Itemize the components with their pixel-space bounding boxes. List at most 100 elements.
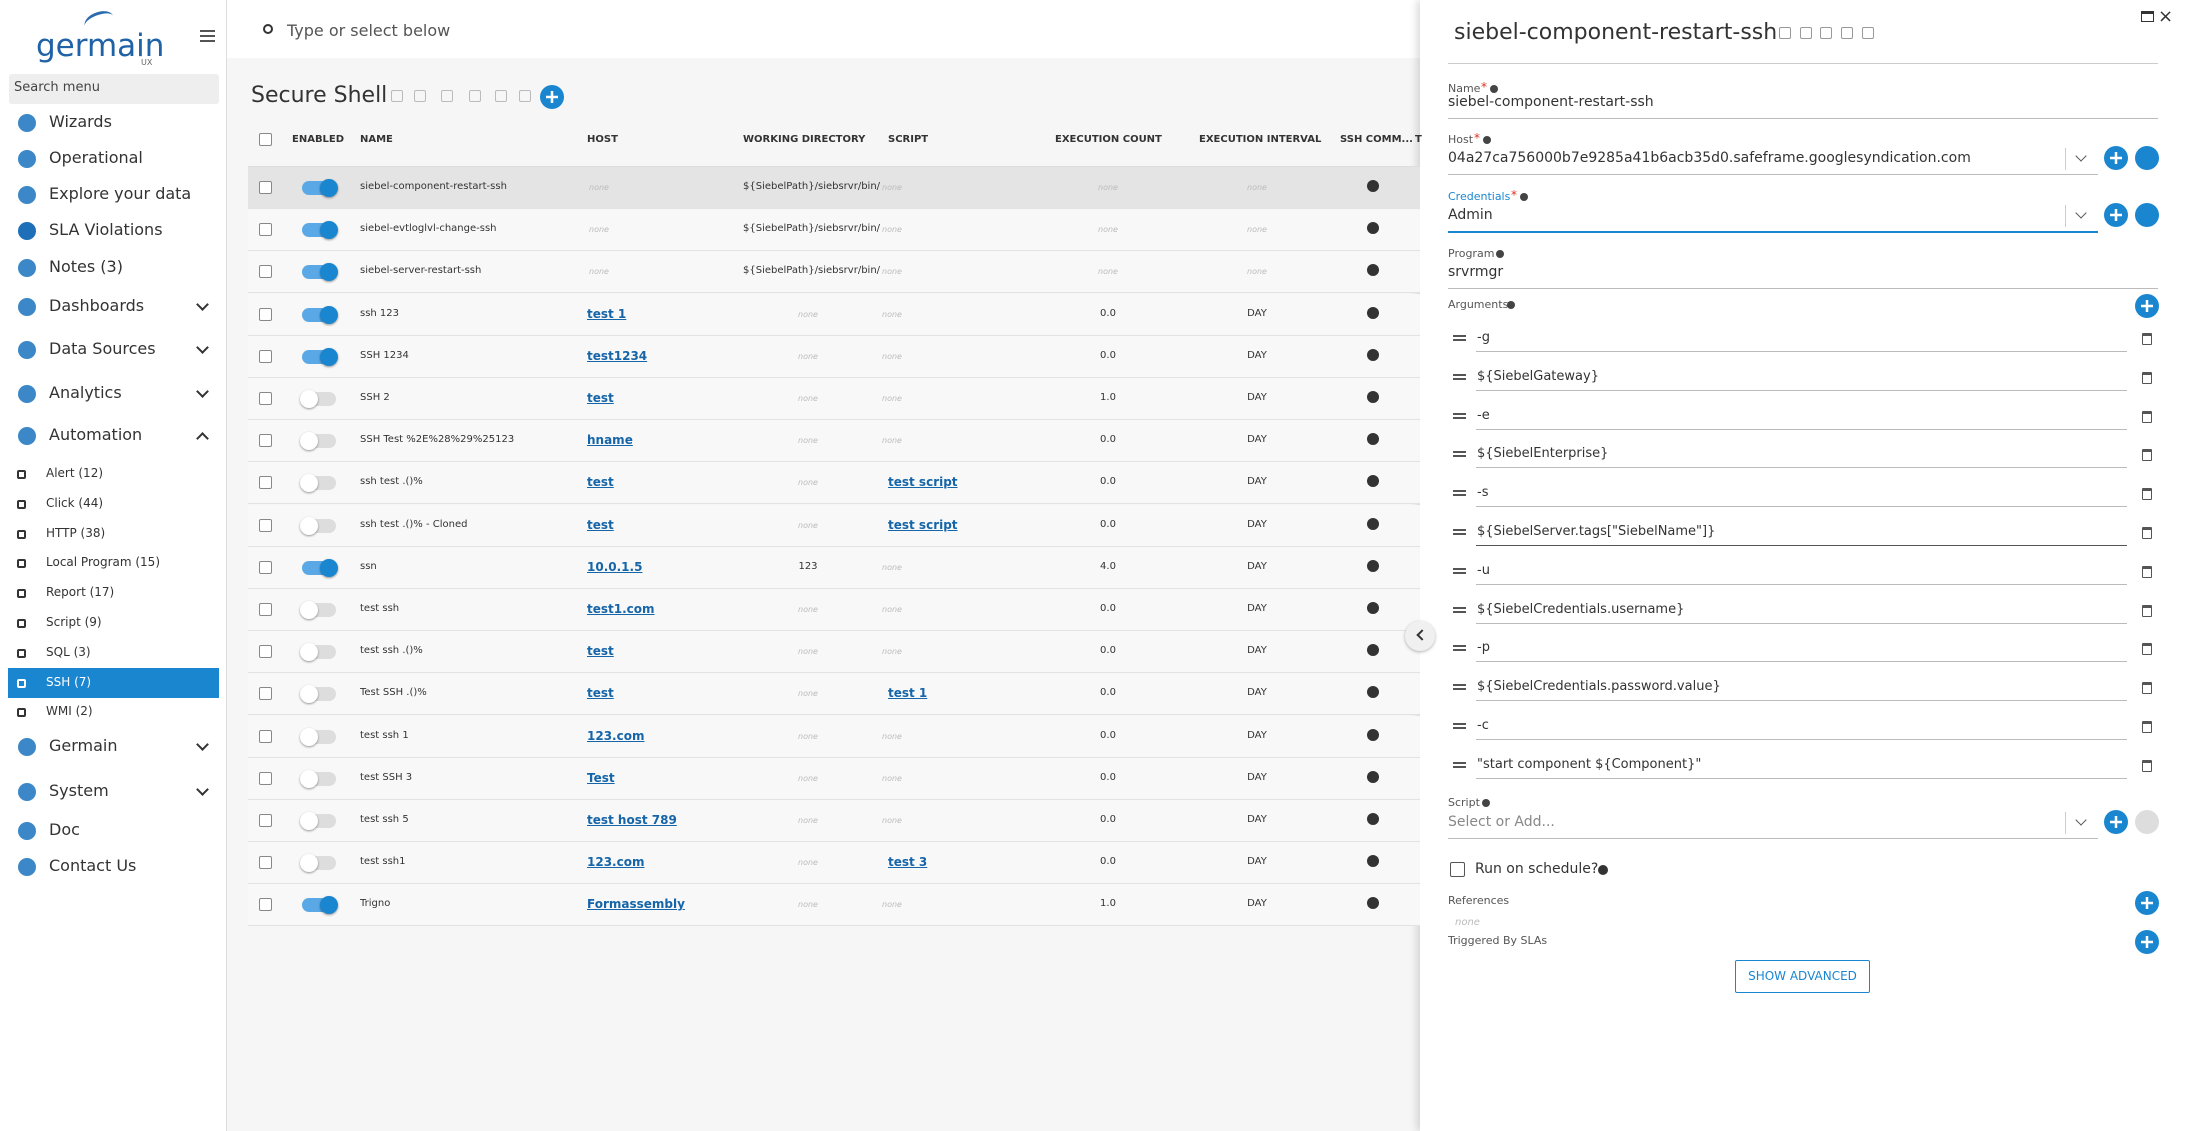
table-row[interactable] [248,589,1420,631]
menu-item[interactable]: Contact Us [49,856,137,875]
toolbar-icon[interactable] [414,90,426,102]
table-link[interactable]: 123.com [587,728,645,743]
field-value[interactable]: Admin [1448,207,1493,223]
table-row[interactable] [248,167,1420,209]
add-button[interactable] [2104,146,2128,170]
argument-value[interactable]: ${SiebelEnterprise} [1477,446,1609,462]
row-checkbox[interactable] [259,771,272,785]
table-row[interactable] [248,800,1420,842]
argument-value[interactable]: ${SiebelServer.tags["SiebelName"]} [1477,524,1716,539]
menu-item[interactable]: Dashboards [49,296,145,315]
table-row[interactable] [248,209,1420,252]
add-button[interactable] [540,85,564,109]
delete-argument[interactable] [2142,333,2152,345]
table-link[interactable]: 10.0.1.5 [587,559,643,574]
menu-item[interactable]: SLA Violations [49,220,163,239]
column-header[interactable]: SCRIPT [888,134,929,145]
row-checkbox[interactable] [259,518,272,532]
table-row[interactable] [248,715,1420,758]
table-row[interactable] [248,462,1420,505]
delete-argument[interactable] [2142,527,2152,539]
delete-argument[interactable] [2142,643,2152,656]
table-row[interactable] [248,631,1420,674]
submenu-item[interactable]: Alert (12) [46,466,104,480]
table-link[interactable]: Test [587,770,615,785]
menu-item[interactable]: System [49,781,109,800]
menu-item[interactable]: Notes (3) [49,257,123,276]
field-value[interactable]: siebel-component-restart-ssh [1448,94,1654,110]
drag-handle[interactable] [1453,684,1466,691]
argument-value[interactable]: -u [1477,562,1490,578]
table-row[interactable] [248,251,1420,294]
delete-argument[interactable] [2142,682,2152,695]
drag-handle[interactable] [1453,761,1466,768]
table-link[interactable]: test 1 [587,306,627,321]
add-button[interactable] [2104,810,2128,834]
close-button[interactable]: × [2158,6,2174,27]
table-link[interactable]: 123.com [587,855,645,870]
menu-item[interactable]: Automation [49,425,143,444]
menu-item[interactable]: Analytics [49,383,122,402]
table-row[interactable] [248,378,1420,420]
row-checkbox[interactable] [259,898,272,912]
row-checkbox[interactable] [259,814,272,827]
panel-action[interactable] [1779,27,1791,39]
drag-handle[interactable] [1453,606,1466,613]
drag-handle[interactable] [1453,412,1466,419]
submenu-item[interactable]: Report (17) [46,585,115,600]
row-checkbox[interactable] [259,560,272,574]
argument-value[interactable]: ${SiebelCredentials.password.value} [1477,679,1721,695]
toolbar-icon[interactable] [441,90,453,102]
argument-value[interactable]: -s [1477,485,1489,501]
drag-handle[interactable] [1453,567,1466,574]
column-header[interactable]: EXECUTION COUNT [1055,134,1162,145]
menu-item[interactable]: Germain [49,736,118,755]
column-header[interactable]: HOST [587,134,618,145]
row-checkbox[interactable] [259,307,272,321]
menu-item[interactable]: Doc [49,820,80,839]
table-link[interactable]: test1234 [587,348,648,363]
submenu-item[interactable]: Local Program (15) [46,555,160,570]
argument-value[interactable]: -c [1477,718,1489,733]
drag-handle[interactable] [1453,335,1466,341]
table-link[interactable]: test 3 [888,855,928,870]
row-checkbox[interactable] [259,687,272,701]
delete-argument[interactable] [2142,604,2152,617]
window-button[interactable] [2141,11,2154,22]
drag-handle[interactable] [1453,645,1466,652]
table-row[interactable] [248,757,1420,800]
toolbar-icon[interactable] [469,90,481,102]
table-row[interactable] [248,546,1420,589]
field-value[interactable]: 04a27ca756000b7e9285a41b6acb35d0.safefra… [1448,150,1971,166]
row-checkbox[interactable] [259,476,272,490]
argument-value[interactable]: ${SiebelGateway} [1477,368,1599,384]
row-checkbox[interactable] [259,603,272,616]
row-checkbox[interactable] [259,392,272,405]
add-button[interactable] [2135,891,2159,915]
delete-argument[interactable] [2142,488,2152,501]
drag-handle[interactable] [1453,451,1466,458]
table-row[interactable] [248,673,1420,716]
column-header[interactable]: WORKING DIRECTORY [743,134,866,145]
column-header[interactable]: SSH COMM... [1340,134,1413,145]
table-link[interactable]: test [587,686,614,701]
add-button[interactable] [2135,930,2159,954]
row-checkbox[interactable] [259,645,272,659]
table-row[interactable] [248,884,1420,927]
drag-handle[interactable] [1453,373,1466,380]
table-link[interactable]: test [587,644,614,659]
submenu-item[interactable]: SQL (3) [46,644,91,659]
argument-value[interactable]: -p [1477,640,1490,656]
panel-action[interactable] [1800,27,1812,39]
table-row[interactable] [248,293,1420,336]
submenu-item[interactable]: HTTP (38) [46,525,106,540]
submenu-item[interactable]: SSH (7) [46,674,92,689]
submenu-item[interactable]: Script (9) [46,615,102,629]
row-checkbox[interactable] [259,181,272,194]
table-row[interactable] [248,420,1420,463]
table-link[interactable]: test [587,391,614,405]
argument-value[interactable]: -g [1477,330,1490,345]
field-value[interactable]: srvrmgr [1448,264,1504,280]
drag-handle[interactable] [1453,490,1466,497]
submenu-item[interactable]: WMI (2) [46,704,93,719]
